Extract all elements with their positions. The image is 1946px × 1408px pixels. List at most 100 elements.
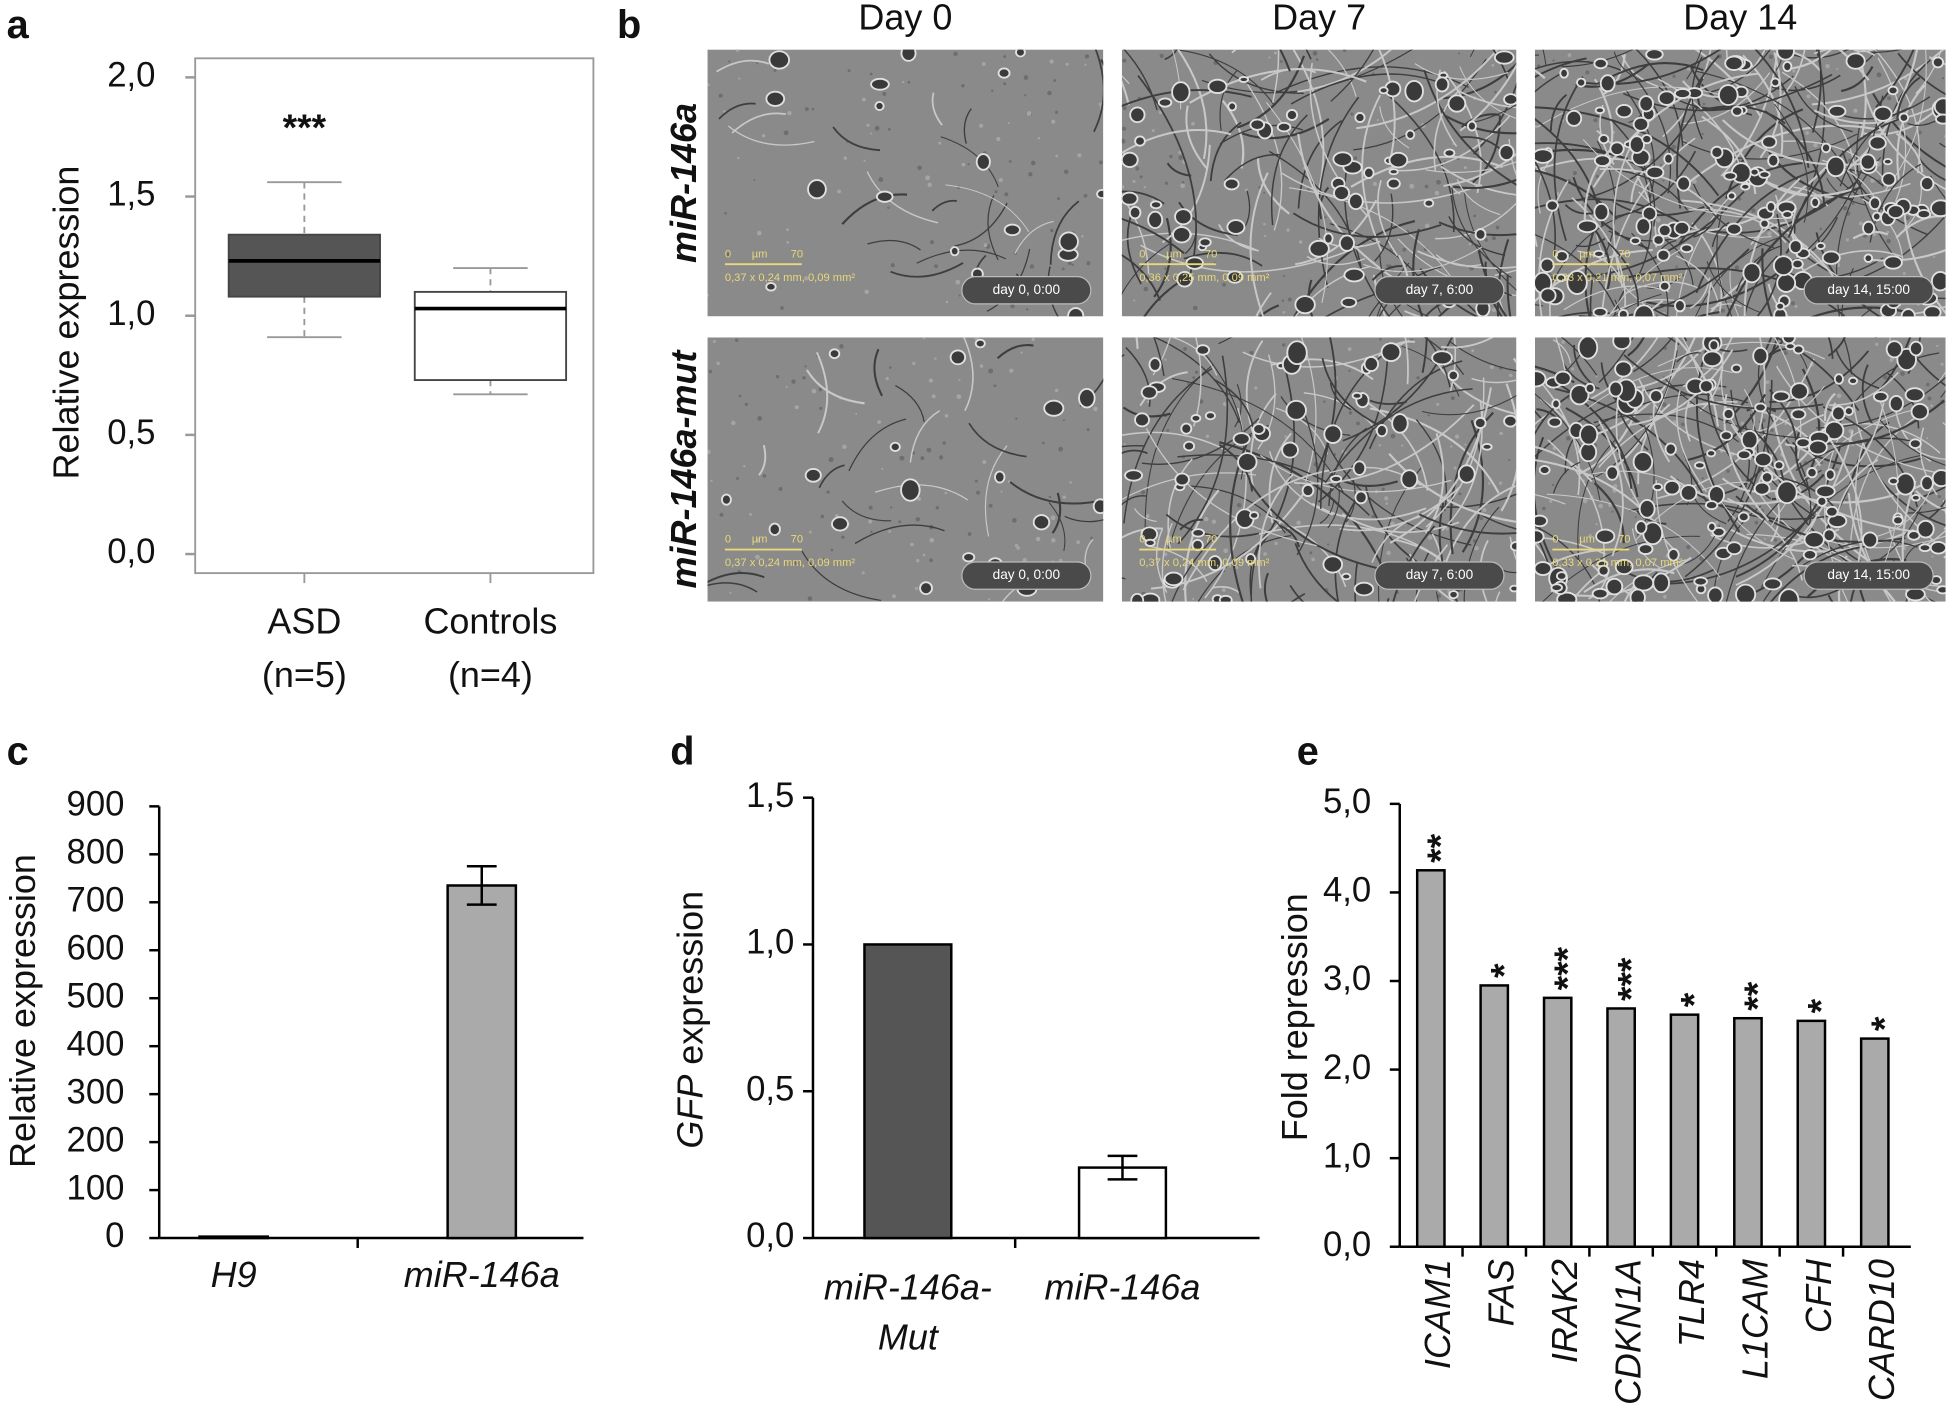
speck [1537, 256, 1540, 260]
speck [1552, 59, 1555, 62]
cell [1534, 514, 1548, 528]
neurite [1329, 382, 1352, 411]
speck [1634, 516, 1637, 519]
neurite [1256, 157, 1290, 215]
neurite [1842, 337, 1853, 375]
speck [1416, 376, 1420, 380]
neurite [1928, 499, 1946, 520]
speck [1551, 483, 1555, 487]
cell [1129, 106, 1146, 124]
speck [930, 240, 935, 245]
speck [1037, 137, 1041, 140]
neurite [1636, 509, 1667, 525]
speck [1192, 376, 1196, 380]
cell [1789, 382, 1809, 401]
speck [1023, 75, 1029, 80]
neurite [1176, 49, 1208, 159]
texture [707, 337, 1104, 602]
cell [1736, 449, 1752, 461]
speck [1050, 228, 1054, 233]
neurite [1316, 337, 1337, 473]
cell [1134, 412, 1150, 428]
cell [1711, 526, 1726, 538]
neurite [1153, 217, 1172, 298]
cell [1227, 101, 1237, 112]
cell [1791, 258, 1804, 270]
neurite [718, 102, 756, 120]
speck [1169, 154, 1173, 159]
speck [718, 93, 723, 98]
y-axis-label-text: Fold repression [1273, 893, 1314, 1141]
cell [1003, 223, 1021, 237]
significance: ** [1419, 833, 1461, 862]
cell [1822, 528, 1836, 543]
y-axis-label: Relative expression [45, 166, 86, 480]
speck [1494, 90, 1497, 94]
neurite [716, 59, 770, 73]
neurite [1469, 49, 1475, 57]
neurite [1644, 303, 1782, 317]
speck [738, 394, 742, 398]
cell [1363, 166, 1375, 180]
neurite [1153, 337, 1165, 376]
speck [802, 376, 806, 380]
speck [1050, 515, 1056, 521]
speck [785, 386, 788, 389]
speck [929, 537, 935, 543]
speck [1495, 225, 1500, 230]
speck [1384, 496, 1389, 501]
speck [991, 89, 994, 93]
speck [1024, 94, 1027, 97]
neurite [1404, 337, 1409, 385]
speck [1057, 197, 1061, 201]
cell [1579, 423, 1599, 446]
neurite [1121, 527, 1163, 539]
timestamp: day 7, 6:00 [1406, 567, 1474, 582]
speck [1178, 155, 1183, 160]
speck [1264, 234, 1267, 238]
neurite [1564, 204, 1594, 215]
speck [1854, 183, 1859, 188]
speck [1813, 142, 1818, 148]
neurite [1570, 569, 1604, 602]
speck [1143, 186, 1147, 189]
speck [1661, 402, 1667, 408]
x-tick-label: CDKN1A [1608, 1259, 1649, 1405]
neurite [1296, 412, 1319, 556]
neurite [1213, 378, 1255, 429]
cell [807, 179, 827, 200]
neurite [1593, 482, 1625, 544]
speck [1249, 350, 1254, 355]
y-tick-label: 800 [67, 833, 125, 871]
cell [1281, 441, 1299, 459]
speck [1122, 58, 1127, 63]
neurite [1683, 72, 1771, 125]
cell [1207, 555, 1223, 572]
x-tick-label: CARD10 [1861, 1259, 1902, 1401]
cell [949, 349, 967, 366]
neurite [1534, 525, 1596, 587]
speck [1205, 434, 1210, 438]
speck [899, 455, 905, 461]
speck [1933, 255, 1936, 259]
speck [1484, 238, 1489, 242]
cell [1920, 475, 1934, 492]
neurite [1321, 357, 1379, 426]
speck [1067, 261, 1072, 265]
speck [922, 553, 926, 557]
cell [1760, 471, 1774, 484]
cell [1652, 234, 1665, 246]
micrograph: 0 µm 70 0,37 x 0,24 mm, 0,09 mm² day 0, 0:00 [707, 337, 1104, 602]
neurite [1695, 168, 1818, 294]
speck [1084, 63, 1087, 66]
cell [1174, 208, 1193, 226]
speck [983, 243, 988, 248]
neurite [1839, 106, 1913, 187]
neurite [1552, 461, 1581, 494]
cell [1824, 420, 1845, 441]
neurite [1193, 337, 1202, 427]
cell [1803, 531, 1825, 549]
cell [1916, 209, 1932, 220]
neurite [1376, 262, 1410, 317]
speck [931, 394, 936, 399]
